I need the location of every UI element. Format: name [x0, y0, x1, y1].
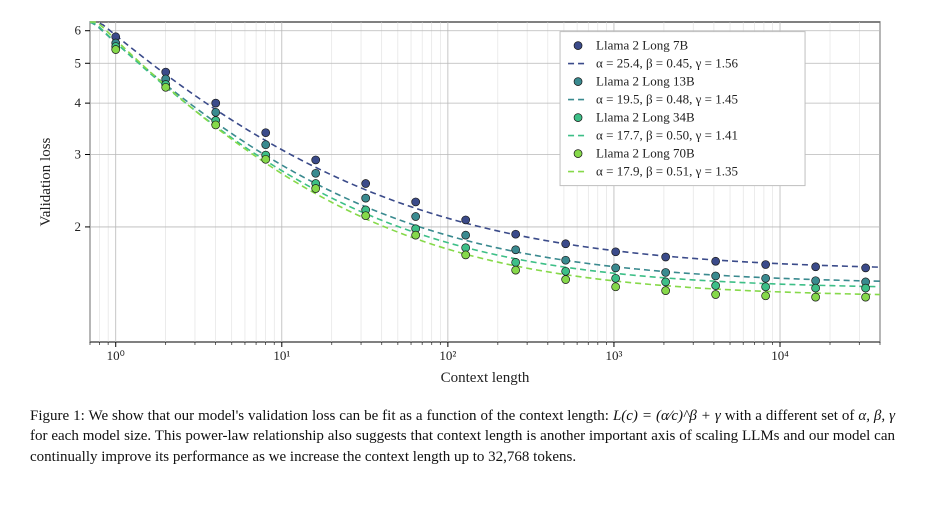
validation-loss-chart: 10⁰ 10¹ 10² 10³ 10⁴ 2 3 4 5 6 Context length Valida… — [30, 12, 895, 392]
caption-formula: L(c) = (α⁄c)^β + γ — [613, 408, 721, 424]
figure-label: Figure 1: — [30, 408, 85, 424]
svg-text:α = 17.9, β = 0.51, γ = 1.35: α = 17.9, β = 0.51, γ = 1.35 — [596, 164, 738, 179]
caption-greek: α, β, γ — [858, 408, 895, 424]
svg-text:10¹: 10¹ — [273, 348, 290, 363]
svg-text:α = 25.4, β = 0.45, γ = 1.56: α = 25.4, β = 0.45, γ = 1.56 — [596, 56, 738, 71]
svg-text:α = 19.5, β = 0.48, γ = 1.45: α = 19.5, β = 0.48, γ = 1.45 — [596, 92, 738, 107]
svg-text:10⁴: 10⁴ — [771, 348, 789, 363]
svg-text:10⁰: 10⁰ — [107, 348, 125, 363]
svg-text:6: 6 — [75, 23, 82, 38]
caption-text-1: We show that our model's validation loss… — [85, 408, 613, 424]
figure-caption: Figure 1: We show that our model's valid… — [30, 406, 895, 467]
svg-text:α = 17.7, β = 0.50, γ = 1.41: α = 17.7, β = 0.50, γ = 1.41 — [596, 128, 738, 143]
svg-text:10³: 10³ — [605, 348, 622, 363]
svg-text:5: 5 — [75, 55, 82, 70]
svg-text:Llama 2 Long 70B: Llama 2 Long 70B — [596, 146, 695, 161]
svg-text:3: 3 — [75, 147, 82, 162]
svg-text:4: 4 — [75, 95, 82, 110]
svg-text:2: 2 — [75, 219, 82, 234]
caption-text-2: with a different set of — [721, 408, 859, 424]
svg-text:Llama 2 Long 7B: Llama 2 Long 7B — [596, 38, 688, 53]
svg-text:Llama 2 Long 13B: Llama 2 Long 13B — [596, 74, 695, 89]
caption-text-3: for each model size. This power-law rela… — [30, 428, 895, 464]
svg-text:Validation loss: Validation loss — [38, 137, 54, 226]
svg-text:10²: 10² — [439, 348, 456, 363]
svg-text:Llama 2 Long 34B: Llama 2 Long 34B — [596, 110, 695, 125]
svg-text:Context length: Context length — [441, 370, 530, 386]
